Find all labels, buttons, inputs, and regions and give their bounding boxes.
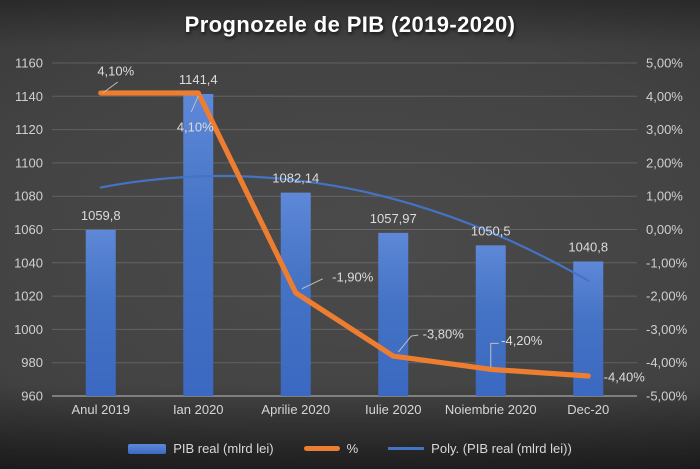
legend-label-percent: % (346, 441, 359, 456)
axis-tick-left: 1160 (15, 56, 43, 71)
axis-tick-right: 3,00% (646, 122, 683, 137)
category-label-0[interactable]: Anul 2019 (71, 402, 130, 417)
leader-line (102, 81, 119, 94)
bar-value-label-3: 1057,97 (370, 211, 417, 226)
category-label-1[interactable]: Ian 2020 (173, 402, 224, 417)
trendline-series-swatch (388, 447, 425, 450)
leader-line (190, 95, 199, 113)
legend-item-pib-real[interactable]: PIB real (mlrd lei) (128, 441, 274, 456)
bar-series-swatch (128, 443, 167, 454)
pct-label-1: 4,10% (177, 119, 214, 134)
bar-value-label-0: 1059,8 (81, 208, 121, 223)
leader-line (490, 342, 499, 368)
bar-value-label-1: 1141,4 (179, 72, 218, 87)
axis-tick-right: -4,00% (646, 355, 688, 370)
axis-tick-left: 1120 (15, 122, 43, 137)
chart-title: Prognozele de PIB (2019-2020) (184, 12, 516, 37)
axis-tick-right: 0,00% (646, 222, 683, 237)
bar-0[interactable] (85, 229, 116, 396)
pct-label-4: -4,20% (501, 333, 543, 348)
legend-item-poly-trend[interactable]: Poly. (PIB real (mlrd lei)) (388, 441, 572, 456)
axis-tick-left: 1080 (14, 189, 43, 204)
axis-tick-left: 1020 (14, 289, 43, 304)
axis-tick-left: 980 (21, 355, 43, 370)
legend-label-poly-trend: Poly. (PIB real (mlrd lei)) (431, 441, 572, 456)
category-label-5[interactable]: Dec-20 (567, 402, 609, 417)
percent-series-swatch (303, 446, 340, 451)
legend-item-percent[interactable]: % (303, 441, 359, 456)
axis-tick-left: 960 (21, 389, 43, 404)
axis-tick-right: -5,00% (646, 389, 688, 404)
pct-label-5: -4,40% (604, 370, 646, 385)
leader-line (397, 334, 419, 353)
axis-tick-right: 4,00% (646, 89, 683, 104)
chart-legend: PIB real (mlrd lei) % Poly. (PIB real (m… (0, 441, 700, 456)
axis-tick-right: -2,00% (646, 289, 688, 304)
poly-trendline[interactable] (99, 174, 590, 282)
category-label-3[interactable]: Iulie 2020 (365, 402, 421, 417)
axis-tick-left: 1040 (14, 255, 43, 270)
axis-tick-left: 1100 (15, 155, 43, 170)
pct-label-0: 4,10% (97, 63, 134, 78)
legend-label-pib-real: PIB real (mlrd lei) (173, 441, 274, 456)
bar-value-label-5: 1040,8 (568, 239, 608, 254)
axis-tick-left: 1140 (15, 89, 43, 104)
bar-3[interactable] (378, 232, 409, 396)
leader-line (301, 278, 323, 290)
axis-tick-right: 2,00% (646, 155, 683, 170)
pct-label-2: -1,90% (332, 269, 374, 284)
axis-tick-left: 1000 (14, 322, 43, 337)
axis-tick-left: 1060 (14, 222, 43, 237)
axis-tick-right: 5,00% (646, 56, 683, 71)
axis-tick-right: -3,00% (646, 322, 688, 337)
bar-value-label-4: 1050,5 (471, 223, 511, 238)
axis-tick-right: -1,00% (646, 255, 688, 270)
axis-tick-right: 1,00% (646, 189, 683, 204)
category-label-4[interactable]: Noiembrie 2020 (445, 402, 537, 417)
bar-value-label-2: 1082,14 (272, 171, 319, 186)
category-label-2[interactable]: Aprilie 2020 (261, 402, 330, 417)
pct-label-3: -3,80% (423, 327, 465, 342)
percent-line[interactable] (98, 90, 591, 379)
bar-1[interactable] (183, 93, 214, 397)
bar-4[interactable] (475, 245, 506, 396)
